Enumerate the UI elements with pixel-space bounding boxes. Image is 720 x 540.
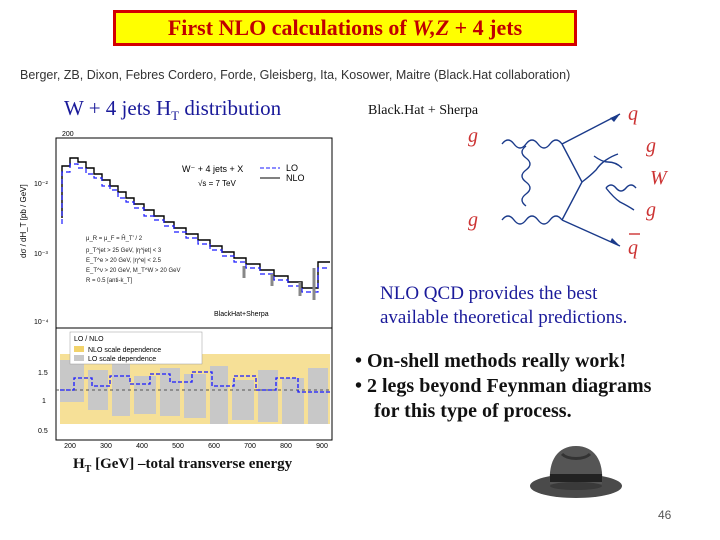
plot-credit: BlackHat+Sherpa (214, 311, 269, 318)
cut-param: μ_R = μ_F = Ĥ_T′ / 2 (86, 235, 143, 242)
x-tick: 300 (100, 443, 112, 450)
ratio-legend-lo-scale: LO scale dependence (88, 356, 156, 363)
x-tick: 800 (280, 443, 292, 450)
ht-caption: HT [GeV] –total transverse energy (73, 456, 293, 475)
fedora-hat-icon (530, 446, 622, 498)
label-g: g (646, 199, 656, 221)
label-g: g (468, 209, 478, 231)
plot-title: W + 4 jets HT distribution (64, 96, 282, 124)
label-qbar: q (628, 237, 638, 259)
x-tick: 900 (316, 443, 328, 450)
x-tick: 600 (208, 443, 220, 450)
y-tick: 10⁻⁴ (34, 319, 49, 326)
nlo-statement: NLO QCD provides the best available theo… (380, 282, 627, 330)
y-tick: 10⁻³ (34, 251, 48, 258)
legend-lo: LO (286, 163, 298, 173)
x-tick-top: 200 (62, 131, 74, 138)
slide-title-box: First NLO calculations of W,Z + 4 jets (113, 10, 577, 46)
bullet-item: • 2 legs beyond Feynman diagrams (355, 375, 652, 397)
legend-nlo: NLO (286, 173, 305, 183)
cut-param: R = 0.5 [anti-k_T] (86, 278, 133, 284)
ratio-legend-lo-nlo: LO / NLO (74, 336, 104, 343)
cut-param: p_T^jet > 25 GeV, |η^jet| < 3 (86, 248, 162, 254)
cut-param: E_T^e > 20 GeV, |η^e| < 2.5 (86, 258, 162, 264)
label-g: g (646, 135, 656, 157)
bullet-item: • On-shell methods really work! (355, 350, 627, 372)
ratio-legend-nlo-scale: NLO scale dependence (88, 347, 161, 354)
cut-param: E_T^ν > 20 GeV, M_T^W > 20 GeV (86, 268, 180, 274)
ratio-tick: 0.5 (38, 428, 48, 435)
author-list: Berger, ZB, Dixon, Febres Cordero, Forde… (20, 68, 571, 82)
lo-histogram (61, 163, 330, 293)
page-number: 46 (658, 508, 672, 522)
y-axis-label: dσ / dH_T [pb / GeV] (19, 184, 28, 258)
x-tick: 500 (172, 443, 184, 450)
ratio-tick: 1.5 (38, 370, 48, 377)
nlo-line: NLO QCD provides the best (380, 283, 598, 304)
label-q: q (628, 103, 638, 125)
slide-title: First NLO calculations of W,Z + 4 jets (167, 15, 523, 40)
bullet-list: • On-shell methods really work! • 2 legs… (355, 349, 651, 424)
label-g: g (468, 125, 478, 147)
label-w: W (650, 167, 669, 189)
bullet-item: for this type of process. (374, 400, 572, 422)
x-tick: 200 (64, 443, 76, 450)
y-tick: 10⁻² (34, 181, 48, 188)
x-tick: 400 (136, 443, 148, 450)
process-label: W⁻ + 4 jets + X (182, 164, 243, 174)
blackhat-sherpa-label: Black.Hat + Sherpa (368, 103, 479, 118)
ht-distribution-plot: LO / NLO NLO scale dependence LO scale d… (14, 128, 336, 450)
feynman-diagram: q g g W g g q (468, 103, 669, 259)
nlo-line: available theoretical predictions. (380, 307, 628, 328)
ratio-tick: 1 (42, 398, 46, 405)
sqrt-s-label: √s = 7 TeV (198, 179, 236, 188)
x-tick: 700 (244, 443, 256, 450)
